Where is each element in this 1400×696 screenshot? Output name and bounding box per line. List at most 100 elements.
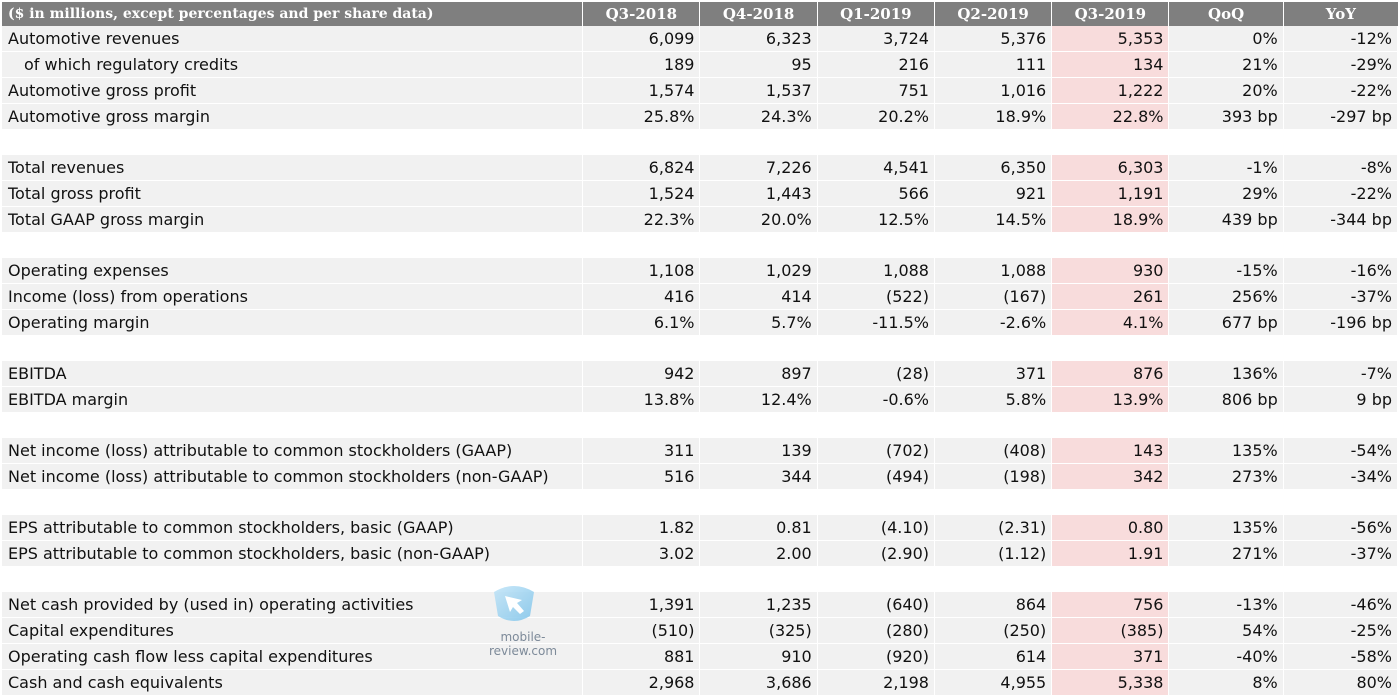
table-cell: 111 [934, 52, 1053, 78]
table-cell: 1,235 [700, 592, 818, 618]
spacer-row [2, 567, 1398, 592]
table-cell: 9 bp [1283, 387, 1398, 413]
table-cell: -12% [1283, 26, 1398, 52]
table-cell: 756 [1052, 592, 1170, 618]
table-cell: -29% [1283, 52, 1398, 78]
spacer-cell [2, 233, 584, 258]
table-cell: 393 bp [1169, 104, 1284, 130]
spacer-cell [700, 336, 818, 361]
table-cell: 3,686 [700, 670, 818, 696]
spacer-cell [2, 336, 584, 361]
table-cell: 3,724 [817, 26, 935, 52]
spacer-cell [934, 490, 1053, 515]
table-cell: 876 [1052, 361, 1170, 387]
table-cell: (2.90) [817, 541, 935, 567]
table-cell: 677 bp [1169, 310, 1284, 336]
table-cell: (640) [817, 592, 935, 618]
row-label: EBITDA margin [2, 387, 584, 413]
spacer-cell [583, 413, 701, 438]
table-cell: -25% [1283, 618, 1398, 644]
spacer-cell [1169, 233, 1284, 258]
spacer-cell [700, 130, 818, 155]
row-label: Total revenues [2, 155, 584, 181]
table-cell: 5,376 [934, 26, 1053, 52]
table-cell: (385) [1052, 618, 1170, 644]
table-cell: 134 [1052, 52, 1170, 78]
table-row: EBITDA 942 897 (28) 371 876 136% -7% [2, 361, 1398, 387]
table-cell: 416 [583, 284, 701, 310]
header-q3-2019: Q3-2019 [1052, 2, 1170, 26]
table-cell: 921 [934, 181, 1053, 207]
spacer-cell [1283, 490, 1398, 515]
table-cell: -297 bp [1283, 104, 1398, 130]
spacer-cell [1169, 567, 1284, 592]
table-cell: 136% [1169, 361, 1284, 387]
table-cell: 2.00 [700, 541, 818, 567]
table-row: Automotive gross profit 1,574 1,537 751 1,01… [2, 78, 1398, 104]
table-cell: -7% [1283, 361, 1398, 387]
table-cell: 20% [1169, 78, 1284, 104]
table-cell: 5,338 [1052, 670, 1170, 696]
table-cell: -34% [1283, 464, 1398, 490]
header-yoy: YoY [1283, 2, 1398, 26]
table-cell: 25.8% [583, 104, 701, 130]
table-cell: 6,323 [700, 26, 818, 52]
table-cell: 414 [700, 284, 818, 310]
table-cell: (280) [817, 618, 935, 644]
table-cell: -40% [1169, 644, 1284, 670]
table-cell: -15% [1169, 258, 1284, 284]
table-cell: 139 [700, 438, 818, 464]
watermark: mobile-review.com [468, 582, 578, 658]
table-cell: (28) [817, 361, 935, 387]
table-cell: (1.12) [934, 541, 1053, 567]
table-cell: 80% [1283, 670, 1398, 696]
table-cell: -0.6% [817, 387, 935, 413]
row-label: EPS attributable to common stockholders,… [2, 541, 584, 567]
row-label: EBITDA [2, 361, 584, 387]
table-cell: (408) [934, 438, 1053, 464]
row-label: Automotive gross profit [2, 78, 584, 104]
table-cell: 6,824 [583, 155, 701, 181]
table-cell: 371 [934, 361, 1053, 387]
row-label: of which regulatory credits [2, 52, 584, 78]
spacer-cell [700, 567, 818, 592]
table-cell: 1,391 [583, 592, 701, 618]
table-row: Income (loss) from operations 416 414 (522)… [2, 284, 1398, 310]
spacer-cell [934, 233, 1053, 258]
table-cell: 261 [1052, 284, 1170, 310]
table-cell: -11.5% [817, 310, 935, 336]
spacer-cell [1052, 233, 1170, 258]
table-cell: 1,524 [583, 181, 701, 207]
spacer-cell [1283, 413, 1398, 438]
table-cell: -8% [1283, 155, 1398, 181]
table-cell: 13.9% [1052, 387, 1170, 413]
table-cell: 0% [1169, 26, 1284, 52]
table-cell: -54% [1283, 438, 1398, 464]
spacer-row [2, 490, 1398, 515]
table-cell: 371 [1052, 644, 1170, 670]
arrow-logo-icon [494, 586, 534, 621]
spacer-cell [934, 413, 1053, 438]
table-cell: 806 bp [1169, 387, 1284, 413]
table-row: Total GAAP gross margin 22.3% 20.0% 12.5% 14… [2, 207, 1398, 233]
row-label: Total gross profit [2, 181, 584, 207]
spacer-row [2, 130, 1398, 155]
table-cell: 910 [700, 644, 818, 670]
spacer-row [2, 233, 1398, 258]
table-cell: 18.9% [934, 104, 1053, 130]
spacer-cell [1283, 336, 1398, 361]
table-cell: (522) [817, 284, 935, 310]
spacer-cell [1283, 567, 1398, 592]
table-row: Net cash provided by (used in) operating… [2, 592, 1398, 618]
table-cell: 22.3% [583, 207, 701, 233]
spacer-cell [817, 130, 935, 155]
table-cell: 311 [583, 438, 701, 464]
spacer-cell [1169, 490, 1284, 515]
table-cell: 12.5% [817, 207, 935, 233]
table-row: Operating expenses 1,108 1,029 1,088 1,088 93… [2, 258, 1398, 284]
table-cell: 0.80 [1052, 515, 1170, 541]
table-cell: -58% [1283, 644, 1398, 670]
spacer-cell [817, 490, 935, 515]
table-cell: (250) [934, 618, 1053, 644]
